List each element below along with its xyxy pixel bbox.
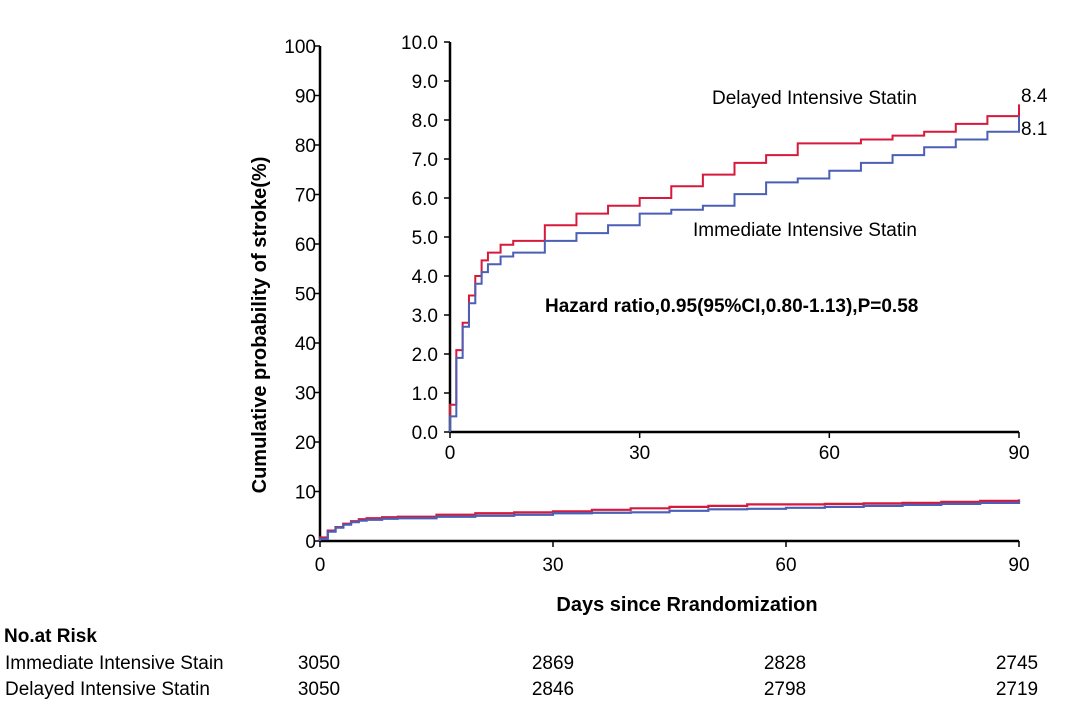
x-tick-label: 0 — [445, 443, 456, 464]
risk-table: No.at Risk Immediate Intensive Stain 305… — [0, 624, 1080, 714]
x-tick-label: 90 — [1008, 443, 1029, 464]
immediate-end-value: 8.1 — [1021, 119, 1047, 140]
x-tick-label: 30 — [629, 443, 650, 464]
y-tick-label: 100 — [284, 37, 316, 58]
main-x-axis-label: Days since Rrandomization — [556, 594, 817, 616]
y-tick-label: 30 — [295, 384, 316, 405]
y-tick-label: 0.0 — [412, 423, 438, 444]
risk-row-delayed: Delayed Intensive Statin 3050 2846 2798 … — [0, 679, 1080, 703]
delayed-series-label: Delayed Intensive Statin — [712, 88, 917, 109]
x-tick-label: 90 — [1008, 555, 1029, 576]
y-tick-label: 5.0 — [412, 228, 438, 249]
km-chart: 0 10 20 30 40 50 60 70 80 90 100 0 30 60 90 Cumulativ… — [249, 33, 1048, 616]
y-tick-label: 6.0 — [412, 189, 438, 210]
y-tick-label: 2.0 — [412, 345, 438, 366]
y-tick-label: 50 — [295, 285, 316, 306]
risk-row-label: Delayed Intensive Statin — [5, 679, 210, 700]
y-tick-label: 80 — [295, 136, 316, 157]
inset-delayed-series-line — [449, 104, 1020, 432]
risk-value: 2798 — [763, 679, 807, 700]
risk-value: 2828 — [763, 653, 807, 674]
inset-plot: 0.0 1.0 2.0 3.0 4.0 5.0 6.0 7.0 8.0 9.0 10.0 0 30 60… — [401, 33, 1048, 464]
risk-value: 2719 — [995, 679, 1039, 700]
y-tick-label: 0 — [305, 532, 316, 553]
risk-value: 3050 — [297, 653, 341, 674]
main-immediate-series-line — [318, 500, 1021, 541]
y-tick-label: 20 — [295, 433, 316, 454]
delayed-end-value: 8.4 — [1021, 86, 1048, 107]
y-tick-label: 9.0 — [412, 72, 438, 93]
x-tick-label: 60 — [775, 555, 796, 576]
y-tick-label: 70 — [295, 186, 316, 207]
y-tick-label: 1.0 — [412, 384, 438, 405]
risk-value: 3050 — [297, 679, 341, 700]
risk-value: 2745 — [995, 653, 1039, 674]
x-tick-label: 60 — [819, 443, 840, 464]
y-tick-label: 60 — [295, 235, 316, 256]
y-tick-label: 7.0 — [412, 150, 438, 171]
y-tick-label: 10.0 — [401, 33, 438, 54]
y-tick-label: 8.0 — [412, 111, 438, 132]
risk-row-immediate: Immediate Intensive Stain 3050 2869 2828… — [0, 653, 1080, 677]
hazard-ratio-annotation: Hazard ratio,0.95(95%CI,0.80-1.13),P=0.5… — [545, 296, 918, 317]
risk-value: 2846 — [531, 679, 575, 700]
immediate-series-label: Immediate Intensive Statin — [693, 220, 917, 241]
risk-value: 2869 — [531, 653, 575, 674]
y-tick-label: 10 — [295, 483, 316, 504]
y-tick-label: 3.0 — [412, 306, 438, 327]
risk-row-label: Immediate Intensive Stain — [5, 653, 224, 674]
x-tick-label: 0 — [315, 555, 326, 576]
y-tick-label: 40 — [295, 334, 316, 355]
y-tick-label: 90 — [295, 87, 316, 108]
x-tick-label: 30 — [542, 555, 563, 576]
risk-table-title: No.at Risk — [4, 626, 97, 647]
main-y-axis-label: Cumulative probability of stroke(%) — [249, 157, 271, 494]
inset-immediate-series-line — [449, 116, 1020, 432]
y-tick-label: 4.0 — [412, 267, 438, 288]
main-plot: 0 10 20 30 40 50 60 70 80 90 100 0 30 60 90 Cumulativ… — [249, 37, 1030, 616]
